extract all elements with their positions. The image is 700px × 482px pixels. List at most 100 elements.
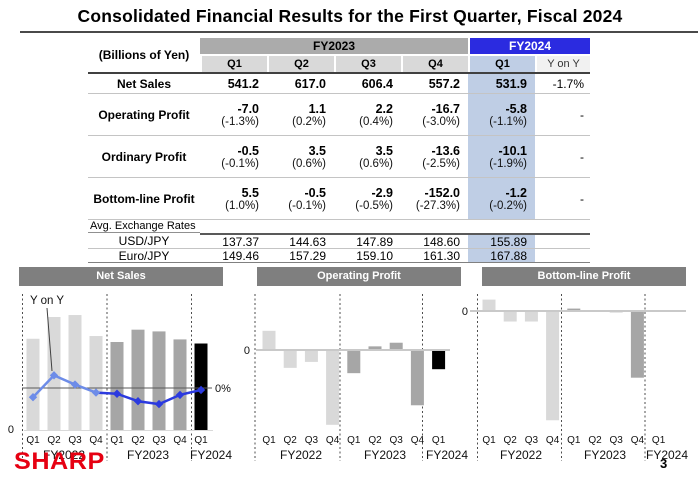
col-group-fy2024: FY2024 — [468, 38, 590, 56]
bar-bottom-line-profit-q1-fy2022 — [482, 299, 496, 311]
financial-results-table: (Billions of Yen) FY2023 FY2024 Q1 Q2 Q3 Q4 Q1 Y… — [88, 38, 592, 263]
x-tick-net-sales: Q2 — [131, 435, 145, 446]
exchange-value-cell: 137.37 — [200, 233, 267, 249]
yoy-marker-q1 — [196, 385, 206, 395]
axis-zero-label-bottom-line-profit: 0 — [462, 306, 468, 318]
zero-percent-label-net-sales: 0% — [215, 383, 231, 395]
x-tick-bottom-line-profit: Q3 — [525, 435, 539, 446]
exchange-value-cell: 159.10 — [334, 248, 401, 263]
bar-operating-profit-q3-fy2023 — [389, 342, 403, 350]
exchange-value-cell: 157.29 — [267, 248, 334, 263]
yoy-marker-q3 — [154, 399, 164, 409]
value-cell-fy2024: -1.2 (-0.2%) — [468, 177, 535, 219]
col-header-fy2023-q4: Q4 — [401, 56, 468, 72]
yoy-legend-label: Y on Y — [30, 295, 64, 307]
exchange-value-cell: 148.60 — [401, 233, 468, 249]
x-tick-operating-profit: Q3 — [305, 435, 319, 446]
bar-operating-profit-q4-fy2022 — [326, 350, 340, 425]
value-cell: 541.2 — [200, 72, 267, 93]
x-tick-operating-profit: Q4 — [326, 435, 340, 446]
value-cell-fy2024: -10.1 (-1.9%) — [468, 135, 535, 177]
x-tick-net-sales: Q4 — [89, 435, 103, 446]
value-cell: -0.5 (-0.1%) — [267, 177, 334, 219]
bar-bottom-line-profit-q3-fy2022 — [524, 311, 538, 322]
exchange-value-cell: 149.46 — [200, 248, 267, 263]
bar-net-sales-q3-fy2023 — [152, 331, 166, 430]
value-cell: 3.5 (0.6%) — [334, 135, 401, 177]
row-label: Bottom-line Profit — [88, 177, 200, 219]
yoy-line-segment — [32, 374, 55, 399]
x-tick-operating-profit: Q3 — [390, 435, 404, 446]
bar-bottom-line-profit-q4-fy2022 — [546, 311, 560, 421]
chart-title-operating-profit: Operating Profit — [257, 267, 461, 286]
axis-zero-label-operating-profit: 0 — [244, 345, 250, 357]
bar-operating-profit-q3-fy2022 — [304, 350, 318, 362]
yoy-marker-q2 — [49, 371, 59, 380]
bar-operating-profit-q2-fy2023 — [368, 346, 382, 350]
exchange-value-cell-fy2024: 155.89 — [468, 233, 535, 249]
x-tick-operating-profit: Q4 — [411, 435, 425, 446]
x-tick-bottom-line-profit: Q1 — [652, 435, 666, 446]
x-tick-net-sales: Q1 — [194, 435, 208, 446]
bar-net-sales-q1-fy2023 — [110, 342, 124, 430]
yoy-marker-q4 — [91, 388, 101, 397]
row-label: Ordinary Profit — [88, 135, 200, 177]
exchange-row-label: USD/JPY — [118, 233, 170, 248]
page-number: 3 — [660, 456, 668, 471]
fiscal-year-label-net-sales: FY2022 — [43, 448, 85, 462]
bar-net-sales-q3-fy2022 — [68, 315, 82, 430]
x-tick-operating-profit: Q2 — [368, 435, 382, 446]
chart-title-net-sales: Net Sales — [19, 267, 223, 286]
exchange-value-cell: 161.30 — [401, 248, 468, 263]
value-cell: 606.4 — [334, 72, 401, 93]
value-cell: -0.5 (-0.1%) — [200, 135, 267, 177]
value-cell: 3.5 (0.6%) — [267, 135, 334, 177]
value-cell: -152.0 (-27.3%) — [401, 177, 468, 219]
yoy-line-segment — [53, 374, 76, 386]
fiscal-year-label-bottom-line-profit: FY2023 — [584, 448, 626, 462]
col-header-fy2024-q1: Q1 — [468, 56, 535, 72]
x-tick-bottom-line-profit: Q1 — [567, 435, 581, 446]
bar-operating-profit-q2-fy2022 — [283, 350, 297, 368]
value-cell: 2.2 (0.4%) — [334, 93, 401, 135]
col-group-fy2023: FY2023 — [200, 38, 468, 56]
x-tick-net-sales: Q1 — [26, 435, 40, 446]
x-tick-operating-profit: Q1 — [347, 435, 361, 446]
yoy-callout-line — [46, 307, 53, 372]
x-tick-bottom-line-profit: Q4 — [631, 435, 645, 446]
x-tick-operating-profit: Q1 — [432, 435, 446, 446]
x-tick-bottom-line-profit: Q2 — [504, 435, 518, 446]
bar-net-sales-q1-fy2022 — [26, 338, 40, 430]
fiscal-year-label-operating-profit: FY2022 — [280, 448, 322, 462]
axis-zero-label-net-sales: 0 — [8, 424, 14, 436]
col-header-fy2023-q2: Q2 — [267, 56, 334, 72]
exchange-value-cell: 144.63 — [267, 233, 334, 249]
bar-operating-profit-q4-fy2023 — [410, 350, 424, 406]
fiscal-year-label-operating-profit: FY2023 — [364, 448, 406, 462]
bar-operating-profit-q1-fy2022 — [262, 330, 276, 350]
yoy-marker-q1 — [112, 389, 122, 398]
yoy-cell: - — [535, 177, 590, 219]
bar-bottom-line-profit-q2-fy2022 — [503, 311, 517, 322]
x-tick-net-sales: Q4 — [173, 435, 187, 446]
bar-net-sales-q2-fy2023 — [131, 329, 145, 430]
value-cell: -2.9 (-0.5%) — [334, 177, 401, 219]
fiscal-year-label-net-sales: FY2023 — [127, 448, 169, 462]
x-tick-bottom-line-profit: Q4 — [546, 435, 560, 446]
x-tick-bottom-line-profit: Q2 — [588, 435, 602, 446]
value-cell: 617.0 — [267, 72, 334, 93]
sharp-logo: SHARP — [14, 448, 105, 475]
value-cell-fy2024: 531.9 — [468, 72, 535, 93]
exchange-row-label: Euro/JPY — [88, 248, 200, 263]
yoy-marker-q2 — [133, 397, 143, 406]
x-tick-net-sales: Q3 — [152, 435, 166, 446]
value-cell: 5.5 (1.0%) — [200, 177, 267, 219]
yoy-cell: -1.7% — [535, 72, 590, 93]
spacer — [200, 219, 590, 233]
yoy-line-segment — [158, 393, 181, 406]
bar-operating-profit-q1-fy2023 — [347, 350, 361, 374]
yoy-cell: - — [535, 135, 590, 177]
yoy-marker-q3 — [70, 380, 80, 389]
row-label: Net Sales — [88, 72, 200, 93]
